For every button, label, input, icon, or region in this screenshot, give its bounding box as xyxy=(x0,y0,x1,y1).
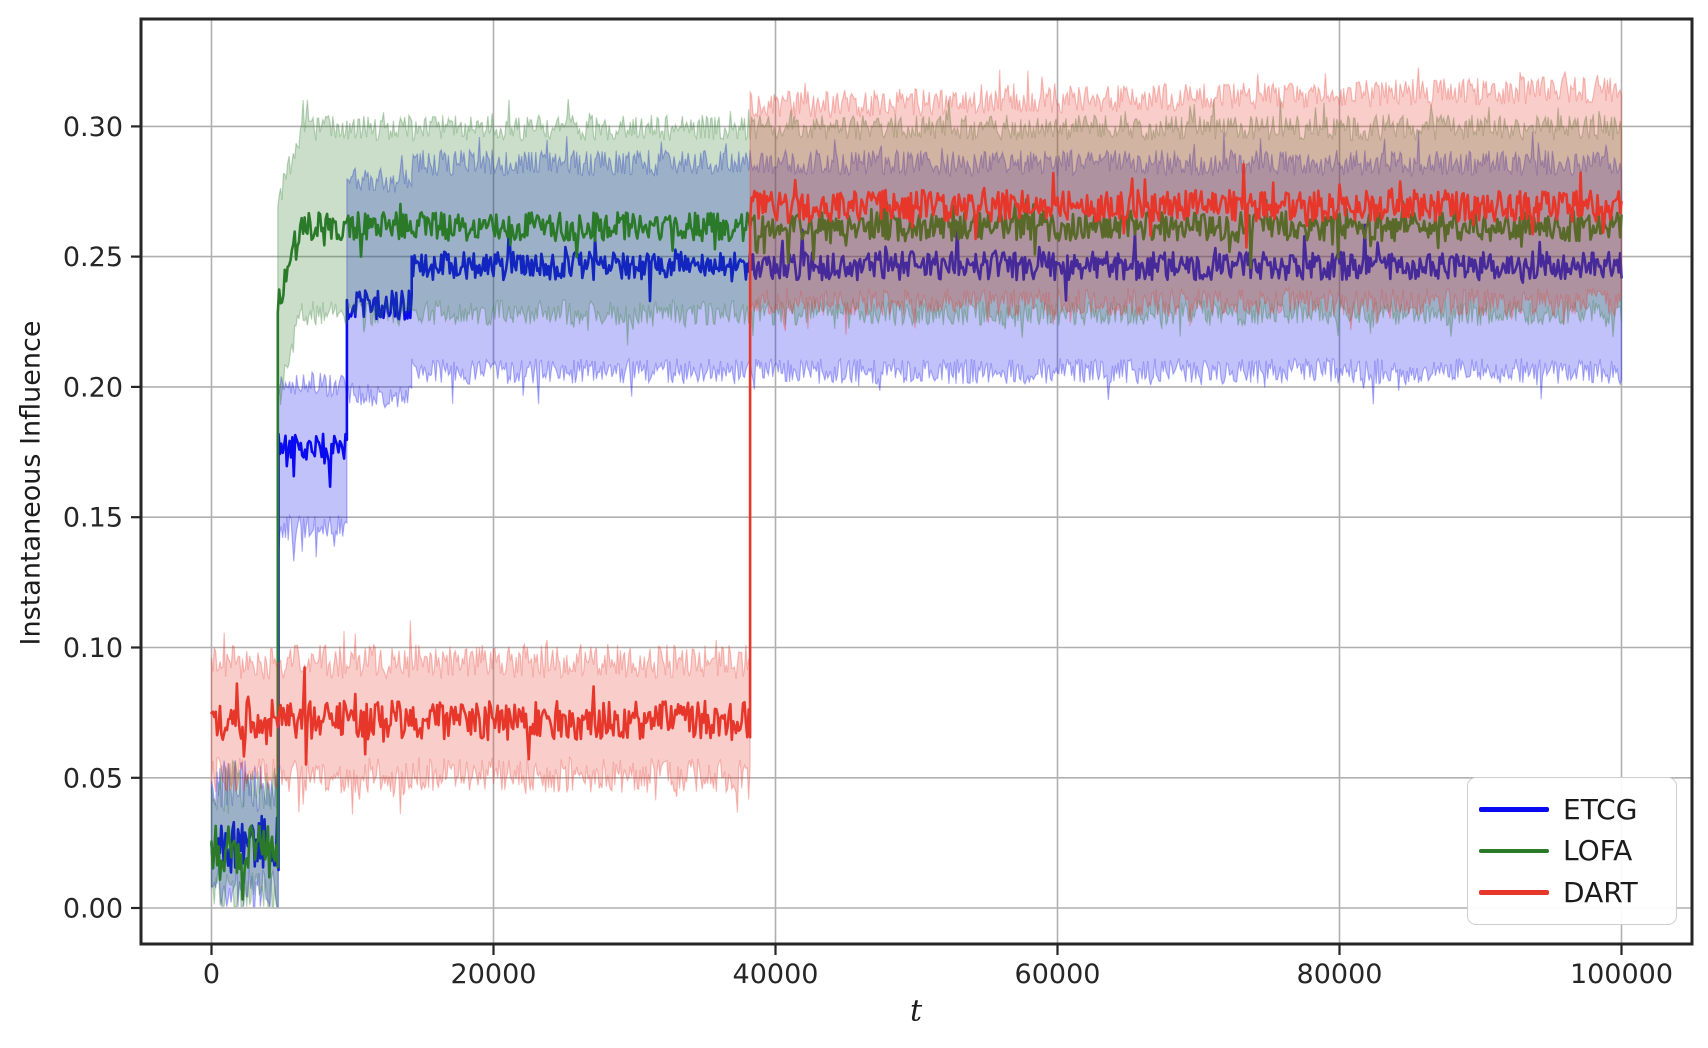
x-tick-label-1: 20000 xyxy=(451,959,537,990)
band-DART xyxy=(210,67,1623,815)
legend-item-dart: DART xyxy=(1479,875,1670,909)
tick-labels: 0 20000 40000 60000 80000 100000 0.00 0.05 0.10 0… xyxy=(63,112,1673,990)
legend: ETCG LOFA DART xyxy=(1467,777,1677,925)
line-DART xyxy=(210,162,1623,766)
x-tick-label-0: 0 xyxy=(203,959,220,990)
tick-marks xyxy=(131,125,1623,955)
x-axis-title: t xyxy=(909,993,923,1029)
y-tick-label-4: 0.20 xyxy=(63,372,123,403)
y-tick-label-2: 0.10 xyxy=(63,633,123,664)
y-tick-label-0: 0.00 xyxy=(63,894,123,925)
legend-swatch-lofa xyxy=(1479,848,1549,854)
x-tick-label-5: 100000 xyxy=(1570,959,1673,990)
y-axis-title: Instantaneous Influence xyxy=(15,320,47,646)
band-ETCG xyxy=(210,129,1623,908)
y-tick-label-1: 0.05 xyxy=(63,763,123,794)
plot-spines xyxy=(139,17,1694,946)
legend-label-etcg: ETCG xyxy=(1563,792,1638,826)
legend-label-lofa: LOFA xyxy=(1563,834,1633,867)
gridlines xyxy=(141,19,1692,944)
legend-swatch-dart xyxy=(1479,890,1549,895)
legend-item-etcg: ETCG xyxy=(1479,792,1670,826)
line-LOFA xyxy=(210,198,1623,901)
x-tick-label-3: 60000 xyxy=(1015,959,1101,990)
x-tick-label-2: 40000 xyxy=(733,959,819,990)
y-tick-label-6: 0.30 xyxy=(63,112,123,143)
y-tick-label-5: 0.25 xyxy=(63,242,123,273)
legend-item-lofa: LOFA xyxy=(1479,837,1670,865)
x-tick-label-4: 80000 xyxy=(1297,959,1383,990)
legend-label-dart: DART xyxy=(1563,875,1638,909)
band-LOFA xyxy=(210,98,1623,908)
line-ETCG xyxy=(210,221,1623,874)
legend-swatch-etcg xyxy=(1479,807,1549,812)
y-tick-label-3: 0.15 xyxy=(63,503,123,534)
